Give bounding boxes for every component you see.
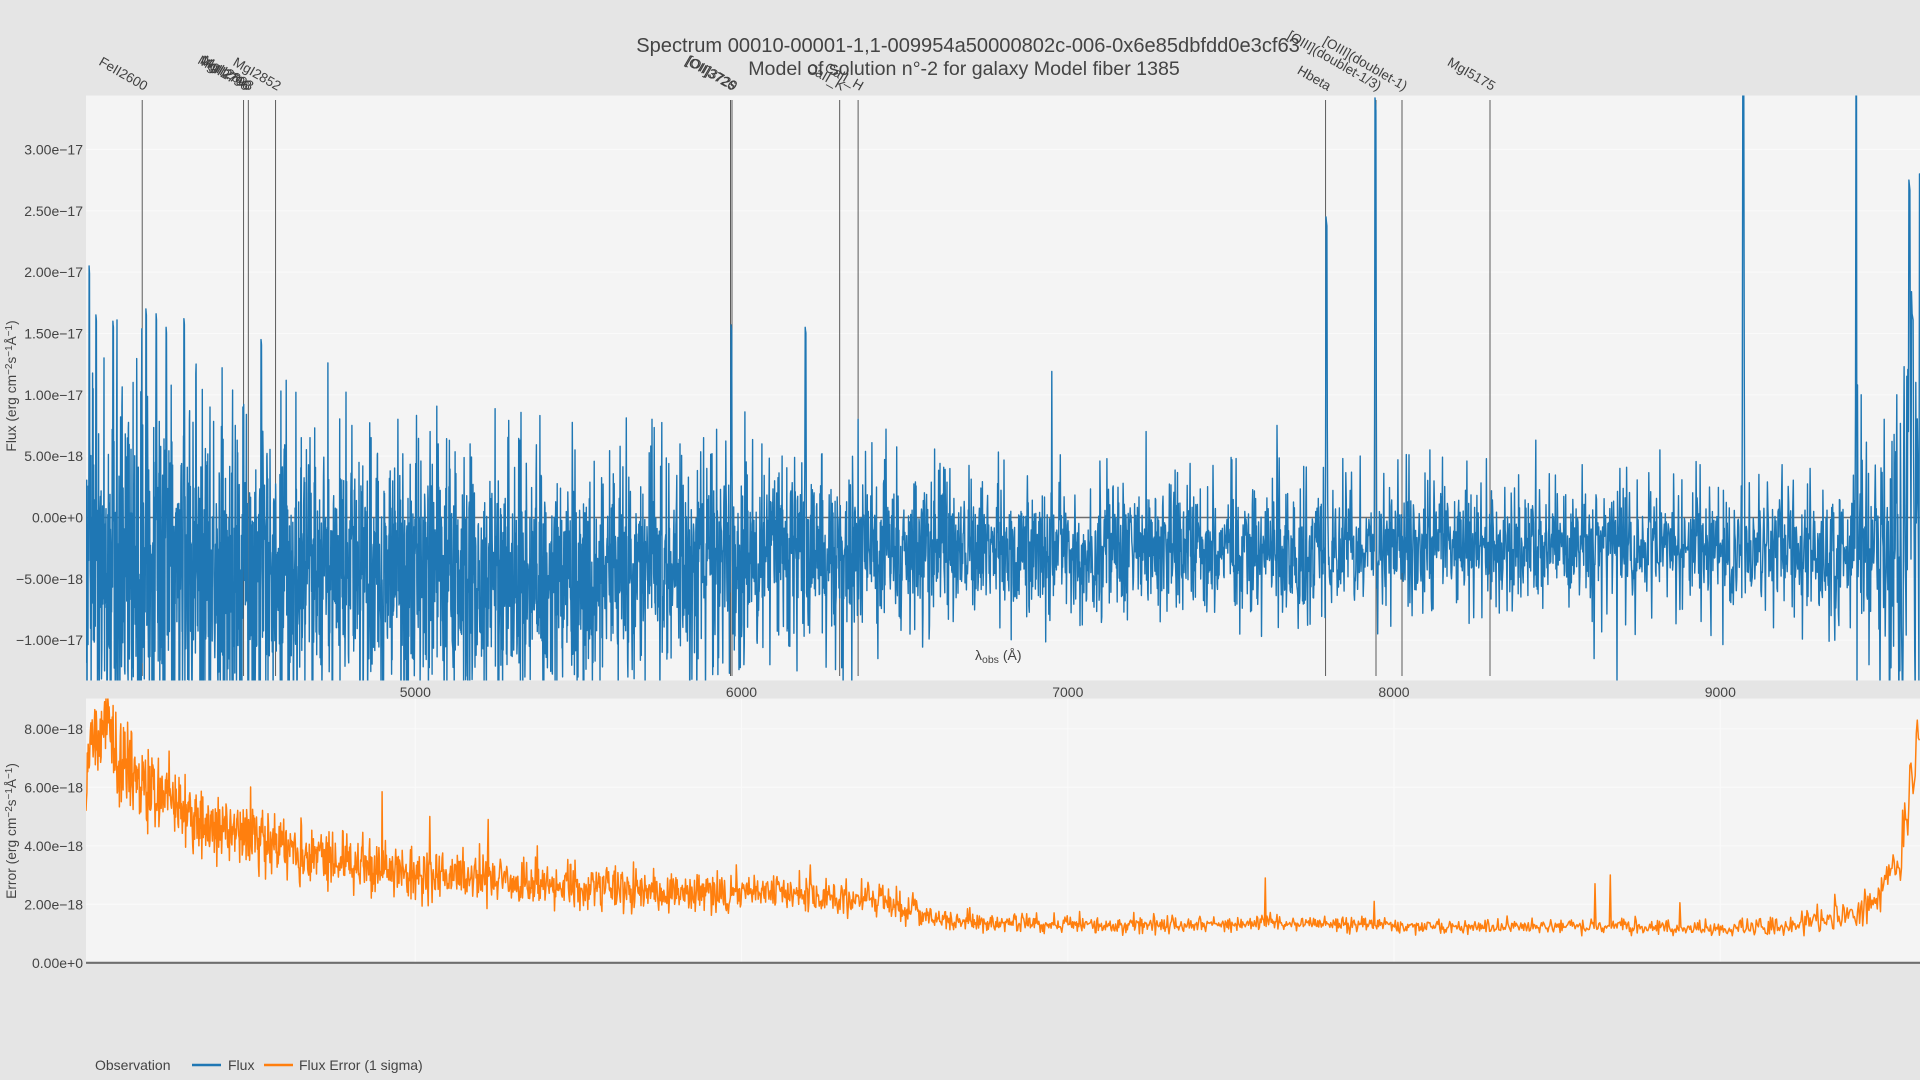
- svg-text:1.00e−17: 1.00e−17: [24, 387, 83, 403]
- svg-text:−5.00e−18: −5.00e−18: [16, 571, 83, 587]
- svg-text:Model of solution n°-2 for gal: Model of solution n°-2 for galaxy Model …: [748, 58, 1180, 80]
- svg-text:2.50e−17: 2.50e−17: [24, 203, 83, 219]
- svg-text:1.50e−17: 1.50e−17: [24, 326, 83, 342]
- svg-text:5000: 5000: [400, 684, 431, 700]
- svg-text:8.00e−18: 8.00e−18: [24, 721, 83, 737]
- svg-text:3.00e−17: 3.00e−17: [24, 141, 83, 157]
- svg-text:Observation: Observation: [95, 1057, 170, 1073]
- svg-text:9000: 9000: [1705, 684, 1736, 700]
- svg-text:6.00e−18: 6.00e−18: [24, 779, 83, 795]
- svg-text:Flux: Flux: [228, 1057, 254, 1073]
- svg-text:Flux Error (1 sigma): Flux Error (1 sigma): [299, 1057, 423, 1073]
- svg-text:8000: 8000: [1378, 684, 1409, 700]
- svg-text:2.00e−18: 2.00e−18: [24, 896, 83, 912]
- svg-text:5.00e−18: 5.00e−18: [24, 448, 83, 464]
- svg-text:2.00e−17: 2.00e−17: [24, 264, 83, 280]
- svg-text:−1.00e−17: −1.00e−17: [16, 632, 83, 648]
- svg-text:Flux (erg cm−2s−1Å−1): Flux (erg cm−2s−1Å−1): [4, 320, 19, 451]
- svg-text:7000: 7000: [1052, 684, 1083, 700]
- svg-text:Error (erg cm−2s−1Å−1): Error (erg cm−2s−1Å−1): [4, 763, 19, 899]
- svg-text:4.00e−18: 4.00e−18: [24, 838, 83, 854]
- svg-text:0.00e+0: 0.00e+0: [32, 955, 83, 971]
- svg-text:6000: 6000: [726, 684, 757, 700]
- svg-text:0.00e+0: 0.00e+0: [32, 510, 83, 526]
- svg-text:Spectrum 00010-00001-1,1-00995: Spectrum 00010-00001-1,1-009954a50000802…: [636, 35, 1300, 57]
